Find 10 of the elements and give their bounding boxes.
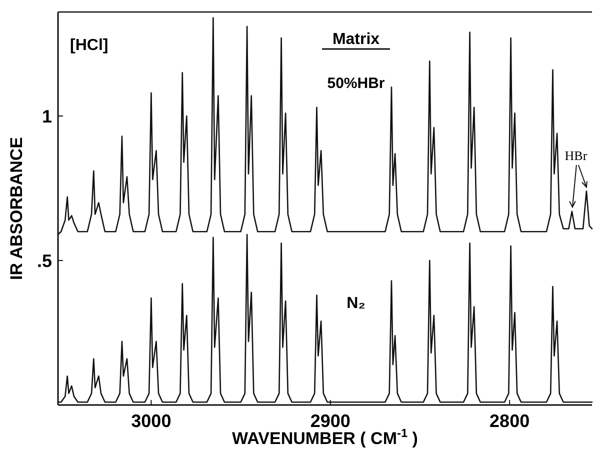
annotation: 50%HBr	[327, 75, 385, 92]
annotation: HBr	[564, 148, 588, 163]
y-axis-title: IR ABSORBANCE	[7, 137, 26, 280]
annotation: N₂	[346, 295, 366, 312]
annotation: Matrix	[332, 31, 380, 48]
y-tick-label: 1	[42, 106, 52, 126]
annotation: [HCl]	[70, 37, 108, 54]
y-tick-label: .5	[36, 250, 52, 271]
x-tick-label: 3000	[131, 411, 172, 431]
x-tick-label: 2800	[490, 411, 530, 431]
